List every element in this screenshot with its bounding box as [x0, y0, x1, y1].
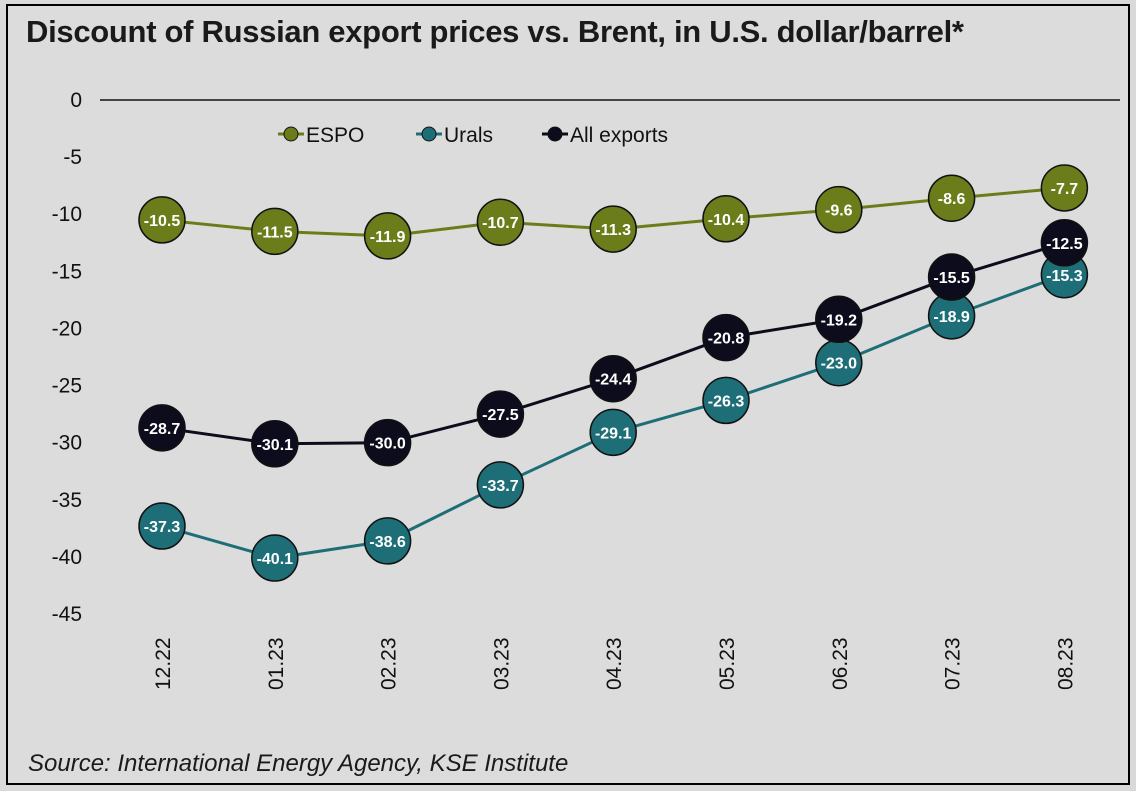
data-label: -29.1: [595, 425, 632, 442]
data-label: -11.5: [257, 224, 293, 241]
data-point: [1040, 219, 1089, 267]
data-label: -10.4: [708, 212, 745, 229]
data-point: [363, 418, 412, 467]
x-tick-label: 02.23: [378, 637, 401, 690]
data-point: [815, 185, 863, 234]
legend-entry: Urals: [444, 124, 493, 147]
data-point: [927, 253, 976, 301]
data-point: [589, 354, 637, 403]
data-label: -20.8: [708, 331, 745, 348]
data-label: -12.5: [1046, 236, 1083, 253]
x-tick-label: 04.23: [603, 637, 626, 690]
y-tick-label: -25: [52, 375, 82, 398]
x-tick-label: 12.22: [152, 637, 175, 690]
legend-marker: [421, 126, 437, 142]
y-tick-label: 0: [70, 89, 82, 112]
data-point: [476, 461, 525, 509]
data-point: [476, 390, 525, 438]
chart-title: Discount of Russian export prices vs. Br…: [26, 14, 964, 49]
x-tick-label: 07.23: [942, 637, 965, 690]
data-point: [363, 517, 412, 565]
axes: 0 -5 -10 -15 -20 -25 -30 -35 -40 -45 12.22 01.23 02.…: [52, 89, 1120, 690]
data-label: -15.3: [1046, 268, 1083, 285]
data-point: [138, 502, 186, 550]
data-label: -24.4: [595, 372, 632, 389]
data-label: -10.7: [482, 215, 519, 232]
series-group: -10.5 -11.5 -11.9 -10.7 -11.3 -10.4 -9.6 -8.6 -7…: [138, 164, 1089, 582]
data-point: [702, 313, 750, 362]
y-tick-label: -5: [63, 146, 82, 169]
data-label: -15.5: [933, 270, 970, 287]
x-tick-label: 01.23: [265, 637, 288, 690]
legend-marker: [283, 126, 299, 142]
data-label: -30.0: [369, 436, 406, 453]
data-label: -9.6: [825, 203, 853, 220]
data-point: [589, 205, 637, 253]
legend: ESPO Urals All exports: [278, 124, 668, 147]
data-label: -11.9: [370, 229, 406, 246]
data-point: [476, 198, 525, 246]
data-label: -28.7: [144, 421, 181, 438]
data-label: -40.1: [257, 551, 294, 568]
data-label: -10.5: [144, 213, 181, 230]
series-espo: -10.5 -11.5 -11.9 -10.7 -11.3 -10.4 -9.6 -8.6 -7…: [138, 164, 1089, 260]
y-tick-label: -20: [52, 317, 82, 340]
data-label: -38.6: [369, 534, 406, 551]
x-tick-label: 05.23: [716, 637, 739, 690]
legend-entry: All exports: [570, 124, 668, 147]
legend-marker: [547, 126, 563, 142]
data-point: [702, 376, 750, 425]
data-label: -18.9: [933, 309, 970, 326]
data-point: [251, 420, 299, 468]
data-point: [251, 207, 299, 256]
data-label: -19.2: [821, 312, 858, 329]
y-tick-label: -15: [52, 260, 82, 283]
series-all-exports: -28.7 -30.1 -30.0 -27.5 -24.4 -20.8 -19.2 -15.5…: [138, 219, 1089, 468]
data-label: -37.3: [144, 519, 181, 536]
data-point: [927, 174, 976, 222]
data-label: -11.3: [595, 222, 631, 239]
data-label: -23.0: [821, 356, 858, 373]
data-label: -8.6: [938, 191, 966, 208]
source-note: Source: International Energy Agency, KSE…: [28, 750, 569, 777]
series-urals: -37.3 -40.1 -38.6 -33.7 -29.1 -26.3 -23.0 -18.9…: [138, 251, 1089, 582]
data-point: [702, 195, 750, 243]
x-tick-label: 03.23: [490, 637, 513, 690]
data-label: -30.1: [257, 437, 294, 454]
x-tick-label: 06.23: [829, 637, 852, 690]
data-point: [251, 534, 299, 582]
y-tick-label: -35: [52, 489, 82, 512]
data-label: -7.7: [1051, 181, 1079, 198]
data-label: -26.3: [708, 393, 745, 410]
data-point: [363, 212, 412, 260]
y-tick-label: -30: [52, 432, 82, 455]
legend-entry: ESPO: [306, 124, 364, 147]
y-tick-label: -10: [52, 203, 82, 226]
data-point: [1040, 164, 1089, 212]
data-point: [815, 295, 863, 344]
data-label: -27.5: [482, 407, 519, 424]
y-tick-label: -40: [52, 546, 82, 569]
data-label: -33.7: [482, 478, 519, 495]
x-tick-label: 08.23: [1054, 637, 1077, 690]
data-point: [138, 404, 186, 452]
data-point: [138, 196, 186, 244]
data-point: [589, 408, 637, 457]
y-tick-label: -45: [52, 603, 82, 626]
